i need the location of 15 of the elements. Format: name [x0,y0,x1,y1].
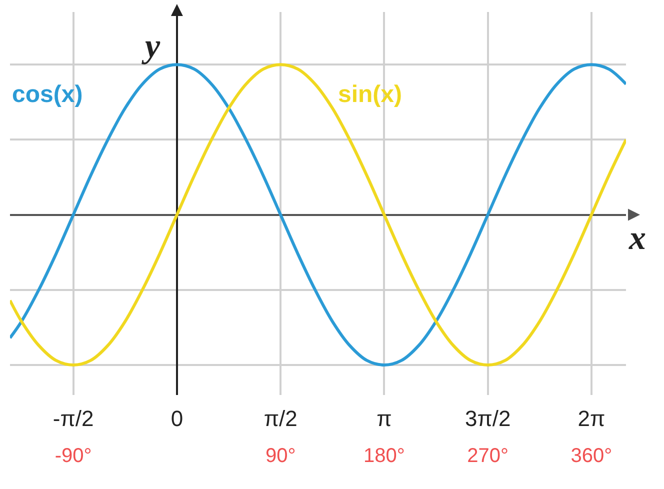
x-tick-label: 180° [364,445,405,467]
x-tick-label: 90° [265,445,296,467]
x-tick-label: 360° [570,445,612,467]
x2-tick-label: 2π [578,406,606,431]
x-axis-title: x [628,220,646,257]
x-tick-label: 270° [467,445,509,467]
x2-tick-label: π/2 [264,406,298,431]
x2-tick-label: 3π/2 [464,406,511,431]
series-label: cos(x) [12,81,83,108]
x2-tick-label: π [376,406,392,431]
x2-tick-label: 0 [170,406,184,431]
x2-tick-label: -π/2 [52,406,94,431]
x-tick-label: -90° [54,445,92,467]
series-label: sin(x) [338,81,402,108]
y-axis-title: y [141,28,161,65]
